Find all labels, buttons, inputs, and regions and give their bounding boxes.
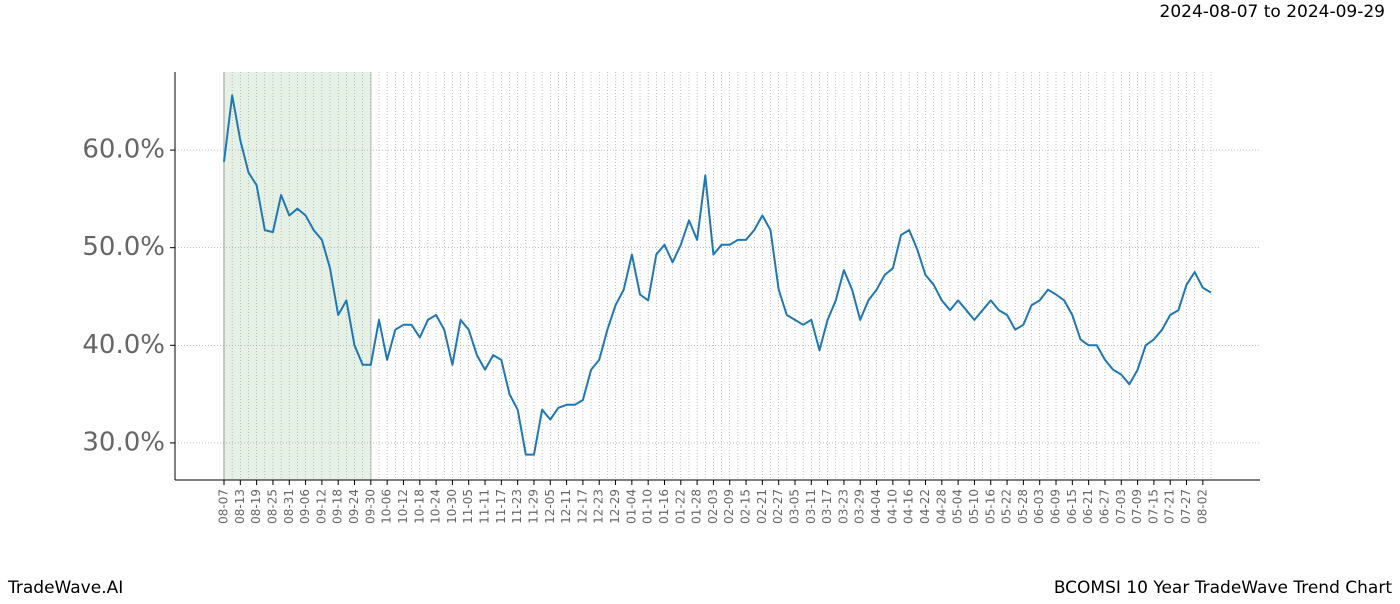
x-tick-label: 07-15	[1146, 489, 1160, 524]
x-tick-label: 03-05	[787, 489, 801, 524]
x-tick-label: 11-29	[526, 489, 540, 524]
chart-title: 2024-08-07 to 2024-09-29	[1160, 2, 1385, 22]
x-tick-label: 06-03	[1032, 489, 1046, 524]
x-tick-label: 07-09	[1130, 489, 1144, 524]
x-tick-label: 01-10	[641, 489, 655, 524]
x-tick-label: 09-12	[314, 489, 328, 524]
x-tick-label: 12-05	[543, 489, 557, 524]
x-tick-label: 10-24	[429, 489, 443, 524]
y-tick-label: 30.0%	[82, 427, 165, 457]
x-tick-label: 01-04	[624, 489, 638, 524]
x-tick-label: 06-09	[1049, 489, 1063, 524]
x-tick-label: 03-17	[820, 489, 834, 524]
x-tick-label: 09-24	[347, 489, 361, 524]
y-tick-label: 60.0%	[82, 135, 165, 165]
x-tick-label: 01-28	[690, 489, 704, 524]
x-tick-label: 12-23	[592, 489, 606, 524]
x-tick-label: 11-11	[478, 489, 492, 524]
x-tick-label: 07-21	[1163, 489, 1177, 524]
x-tick-label: 09-06	[298, 489, 312, 524]
x-tick-label: 10-30	[445, 489, 459, 524]
x-tick-label: 08-02	[1195, 489, 1209, 524]
x-tick-label: 05-16	[983, 489, 997, 524]
x-tick-label: 03-29	[853, 489, 867, 524]
x-tick-label: 02-27	[771, 489, 785, 524]
x-tick-label: 04-10	[885, 489, 899, 524]
x-tick-label: 08-25	[265, 489, 279, 524]
x-tick-label: 04-04	[869, 489, 883, 524]
footer-right: BCOMSI 10 Year TradeWave Trend Chart	[1054, 578, 1393, 598]
x-tick-label: 09-18	[331, 489, 345, 524]
x-tick-label: 08-13	[233, 489, 247, 524]
x-tick-label: 12-29	[608, 489, 622, 524]
x-tick-label: 11-23	[510, 489, 524, 524]
x-tick-label: 04-22	[918, 489, 932, 524]
x-tick-label: 10-18	[412, 489, 426, 524]
footer-left: TradeWave.AI	[7, 578, 123, 598]
x-tick-label: 12-11	[559, 489, 573, 524]
x-tick-label: 03-11	[804, 489, 818, 524]
x-tick-label: 05-28	[1016, 489, 1030, 524]
x-tick-label: 06-15	[1065, 489, 1079, 524]
x-tick-label: 10-12	[396, 489, 410, 524]
data-line	[223, 94, 1212, 456]
x-tick-label: 05-04	[951, 489, 965, 524]
x-tick-label: 01-22	[673, 489, 687, 524]
y-tick-label: 50.0%	[82, 232, 165, 262]
x-tick-label: 05-22	[1000, 489, 1014, 524]
x-tick-label: 11-05	[461, 489, 475, 524]
x-tick-label: 03-23	[836, 489, 850, 524]
x-tick-label: 11-17	[494, 489, 508, 524]
x-tick-label: 08-07	[217, 489, 231, 524]
x-tick-label: 04-16	[902, 489, 916, 524]
x-tick-label: 12-17	[575, 489, 589, 524]
y-tick-label: 40.0%	[82, 330, 165, 360]
x-tick-label: 07-27	[1179, 489, 1193, 524]
x-tick-label: 08-19	[249, 489, 263, 524]
x-tick-label: 08-31	[282, 489, 296, 524]
x-tick-label: 02-03	[706, 489, 720, 524]
x-tick-label: 10-06	[380, 489, 394, 524]
x-tick-label: 07-03	[1114, 489, 1128, 524]
x-tick-label: 06-21	[1081, 489, 1095, 524]
x-tick-label: 02-21	[755, 489, 769, 524]
x-tick-label: 01-16	[657, 489, 671, 524]
x-tick-label: 06-27	[1097, 489, 1111, 524]
x-tick-label: 02-15	[739, 489, 753, 524]
x-tick-label: 02-09	[722, 489, 736, 524]
x-tick-label: 09-30	[363, 489, 377, 524]
x-tick-label: 04-28	[934, 489, 948, 524]
x-tick-label: 05-10	[967, 489, 981, 524]
